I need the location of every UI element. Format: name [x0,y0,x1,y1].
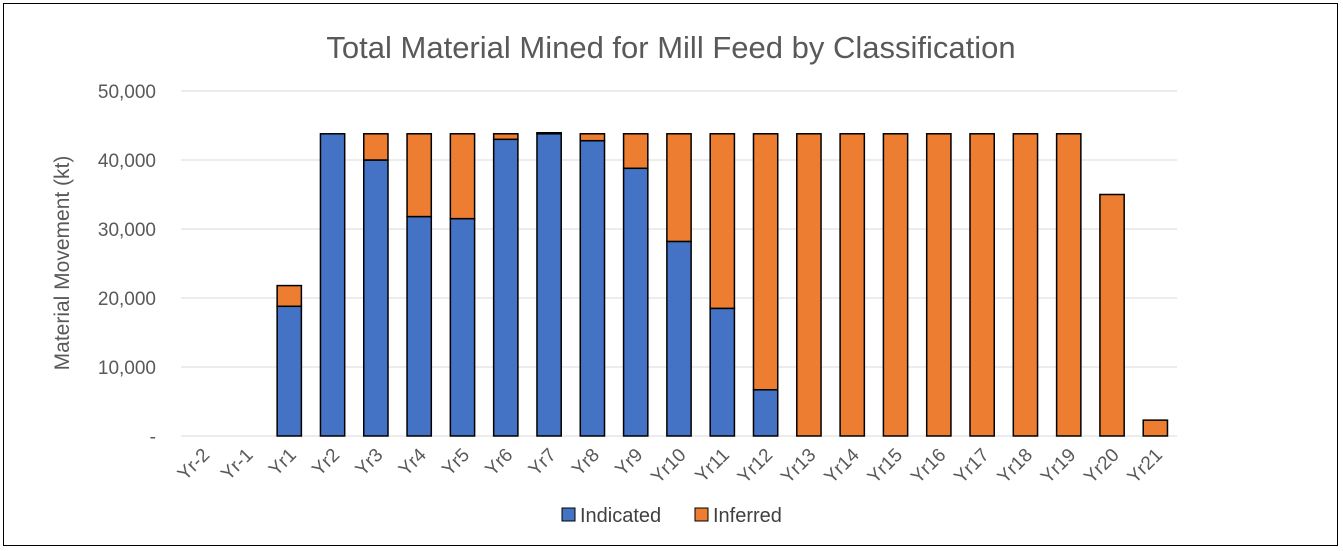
legend: Indicated Inferred [561,505,782,527]
bar-indicated-yr3 [362,159,389,437]
y-axis-label: Material Movement (kt) [51,156,74,371]
bar-indicated-yr8 [579,139,606,437]
chart-title: Total Material Mined for Mill Feed by Cl… [326,30,1015,65]
bar-inferred-yr1 [276,284,303,308]
x-tick-label: Yr5 [438,445,474,481]
bar-inferred-yr4 [406,133,433,218]
bar-inferred-yr13 [796,133,822,437]
bar-indicated-yr2 [319,133,346,437]
bar-indicated-yr11 [709,307,736,437]
x-tick-label: Yr7 [525,445,561,481]
x-tick-label: Yr16 [907,445,950,488]
bar-inferred-yr5 [449,133,476,220]
x-tick-label: Yr14 [821,444,865,488]
bar-inferred-yr6 [492,133,519,141]
y-axis-ticks: - 10,000 20,000 30,000 40,000 50,000 [98,82,156,448]
bar-indicated-yr9 [622,167,649,437]
x-tick-label: Yr15 [864,445,907,488]
bar-inferred-yr16 [925,133,952,437]
y-tick-label: 30,000 [98,220,156,241]
x-tick-label: Yr18 [994,445,1037,488]
x-tick-label: Yr19 [1037,445,1080,488]
y-tick-label: - [150,427,156,448]
y-tick-label: 40,000 [98,151,156,172]
x-tick-label: Yr21 [1124,445,1167,488]
x-tick-label: Yr4 [395,444,431,480]
x-tick-label: Yr-2 [174,445,214,485]
bar-inferred-yr19 [1055,133,1082,437]
legend-swatch-indicated [561,507,576,522]
x-tick-label: Yr11 [692,445,734,487]
bar-indicated-yr6 [492,138,519,437]
x-tick-label: Yr9 [611,445,647,481]
bar-inferred-yr3 [362,133,389,161]
bar-inferred-yr17 [969,133,996,437]
bar-indicated-yr4 [406,215,433,437]
x-tick-label: Yr13 [777,445,820,488]
bar-inferred-yr18 [1012,133,1039,437]
x-tick-label: Yr6 [482,445,518,481]
bar-inferred-yr11 [709,133,736,310]
x-tick-label: Yr1 [265,445,301,481]
x-tick-label: Yr12 [734,445,777,488]
x-tick-label: Yr20 [1080,445,1123,488]
x-tick-label: Yr10 [647,445,690,488]
x-tick-label: Yr-1 [217,445,257,485]
bar-inferred-yr14 [839,133,866,437]
y-tick-label: 20,000 [98,289,156,310]
bar-indicated-yr10 [666,240,692,437]
x-tick-label: Yr2 [308,445,344,481]
bar-inferred-yr15 [882,133,909,437]
bar-inferred-yr12 [752,133,779,391]
bar-inferred-yr8 [579,133,606,142]
x-tick-label: Yr17 [950,445,993,488]
bars [276,131,1169,437]
x-tick-label: Yr3 [352,445,388,481]
legend-label-inferred: Inferred [713,505,782,527]
bar-inferred-yr9 [622,133,649,170]
bar-indicated-yr7 [536,133,562,437]
bar-inferred-yr7 [536,131,562,135]
x-tick-label: Yr8 [568,445,604,481]
bar-indicated-yr1 [276,305,303,437]
y-tick-label: 10,000 [98,358,156,379]
y-tick-label: 50,000 [98,82,156,103]
bar-inferred-yr10 [666,133,692,243]
legend-swatch-inferred [694,507,709,522]
bar-inferred-yr21 [1142,419,1169,437]
bar-indicated-yr12 [752,389,779,437]
x-axis-ticks: Yr-2 Yr-1 Yr1 Yr2 Yr3 Yr4 Yr5 Yr6 Yr7 Yr8 Yr9 Yr10 Y… [174,444,1167,488]
bar-inferred-yr20 [1099,193,1125,437]
legend-label-indicated: Indicated [580,505,661,527]
bar-indicated-yr5 [449,217,476,437]
